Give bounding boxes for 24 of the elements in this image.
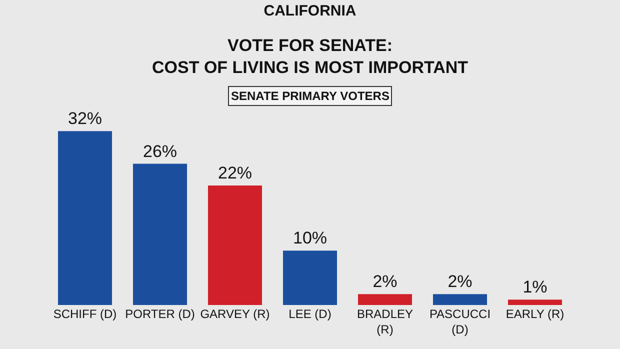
data-label: 22% [218, 163, 252, 182]
chart-title: CALIFORNIA [264, 2, 356, 20]
x-tick-label: PORTER (D) [125, 307, 195, 321]
text: SENATE PRIMARY VOTERS [231, 89, 390, 103]
x-tick-label: SCHIFF (D) [53, 307, 117, 321]
bar [133, 164, 187, 305]
bar [58, 131, 112, 305]
data-label: 10% [292, 228, 328, 248]
chart-subtitle: VOTE FOR SENATE: COST OF LIVING IS MOST IMPORTANT [152, 36, 469, 78]
bar [283, 250, 337, 305]
x-tick-label: EARLY (R) [506, 307, 564, 321]
bar [208, 185, 262, 305]
data-label: 2% [448, 272, 472, 292]
data-label: 32% [68, 109, 102, 128]
data-label: 1% [522, 278, 548, 297]
x-tick-label: PASCUCCI (D) [429, 307, 491, 337]
x-tick-label: LEE (D) [288, 307, 332, 321]
bar [508, 300, 562, 305]
x-tick-label: GARVEY (R) [200, 307, 270, 321]
bar [433, 294, 487, 305]
data-label: 2% [372, 272, 398, 292]
bar [358, 294, 412, 305]
x-tick-label: BRADLEY (R) [356, 307, 414, 337]
data-label: 26% [142, 142, 178, 161]
